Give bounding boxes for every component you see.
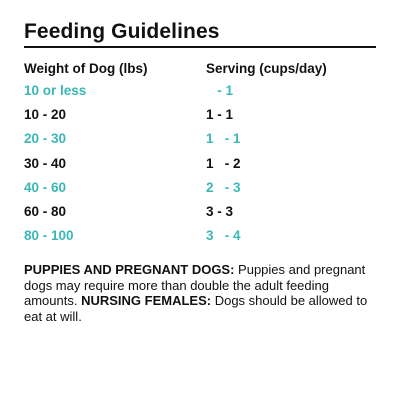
table-row: 20 - 30 1 - 1 xyxy=(24,130,376,154)
serving-column-header: Serving (cups/day) xyxy=(206,61,327,76)
weight-cell: 20 - 30 xyxy=(24,131,67,147)
nursing-text: Dogs should be allowed to eat at will. xyxy=(24,293,368,324)
weight-column-header: Weight of Dog (lbs) xyxy=(24,61,148,76)
serving-cell: - 1 xyxy=(206,83,234,98)
serving-cell: 1 - 2 xyxy=(206,155,241,171)
puppies-text: Puppies and pregnant dogs may require mo… xyxy=(24,262,366,308)
table-row: 10 - 20 1 - 1 xyxy=(24,106,376,130)
table-row: 40 - 60 2 - 3 xyxy=(24,179,376,203)
serving-cell: 1 - 1 xyxy=(206,131,241,147)
serving-cell: 2 - 3 xyxy=(206,179,241,195)
weight-cell: 60 - 80 xyxy=(24,203,67,219)
table-row: 60 - 80 3 - 3 xyxy=(24,203,376,227)
serving-cell: 1 - 1 xyxy=(206,107,234,123)
feeding-notes: PUPPIES AND PREGNANT DOGS: Puppies and p… xyxy=(24,262,380,324)
feeding-table: 10 or less - 1 10 - 20 1 - 1 20 - 30 1 -… xyxy=(24,82,376,251)
weight-cell: 40 - 60 xyxy=(24,179,67,195)
title-divider xyxy=(24,46,376,48)
weight-cell: 10 or less xyxy=(24,83,87,98)
page-title: Feeding Guidelines xyxy=(24,20,220,43)
weight-cell: 10 - 20 xyxy=(24,107,67,123)
table-row: 30 - 40 1 - 2 xyxy=(24,155,376,179)
serving-cell: 3 - 4 xyxy=(206,228,241,244)
table-row: 10 or less - 1 xyxy=(24,82,376,106)
puppies-label: PUPPIES AND PREGNANT DOGS: xyxy=(24,262,235,277)
serving-cell: 3 - 3 xyxy=(206,203,234,219)
table-row: 80 - 100 3 - 4 xyxy=(24,227,376,251)
weight-cell: 30 - 40 xyxy=(24,155,67,171)
weight-cell: 80 - 100 xyxy=(24,228,74,244)
nursing-label: NURSING FEMALES: xyxy=(81,293,212,308)
